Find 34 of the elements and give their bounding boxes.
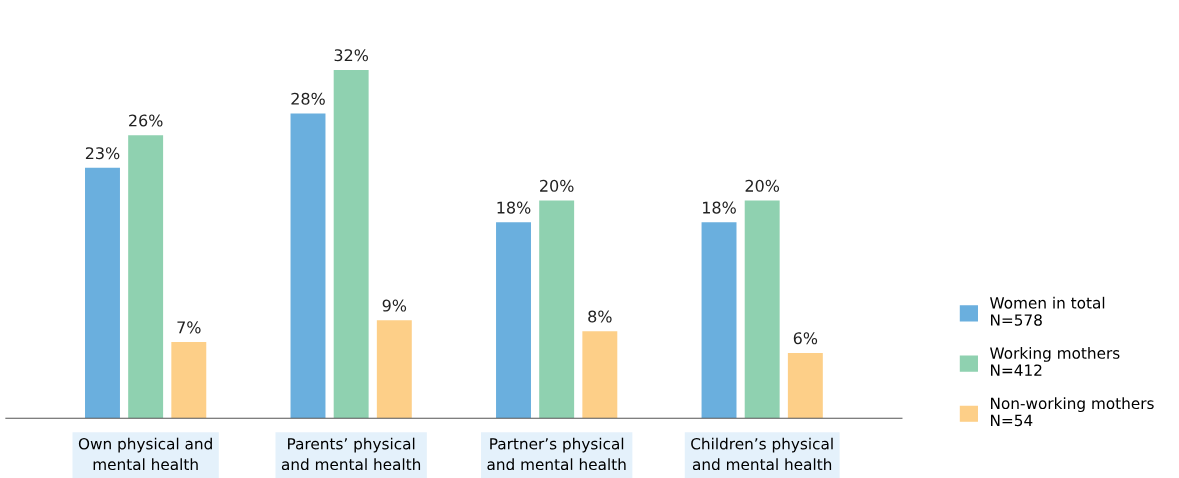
data-label: 9% bbox=[382, 299, 407, 312]
bar bbox=[333, 69, 369, 419]
data-label: 7% bbox=[177, 321, 201, 334]
bar bbox=[376, 320, 412, 419]
bar bbox=[496, 222, 531, 419]
bar bbox=[290, 113, 326, 419]
data-label: 26% bbox=[129, 114, 163, 127]
x-tick-label: Children’s physical and mental health bbox=[691, 437, 833, 471]
x-tick-label: Parents’ physical and mental health bbox=[281, 437, 421, 471]
text: N=54 bbox=[991, 414, 1033, 427]
bar bbox=[744, 200, 780, 419]
data-label: 20% bbox=[540, 179, 574, 192]
bar bbox=[128, 135, 164, 419]
bar bbox=[171, 342, 207, 419]
data-label: 23% bbox=[85, 147, 120, 160]
data-label: 6% bbox=[793, 332, 818, 345]
bar bbox=[582, 331, 618, 419]
data-label: 8% bbox=[588, 310, 612, 323]
bar bbox=[701, 222, 737, 419]
x-tick-label: Partner’s physical and mental health bbox=[487, 437, 626, 471]
bar bbox=[85, 167, 120, 419]
bar bbox=[539, 200, 575, 419]
legend-label: Working mothers bbox=[990, 347, 1120, 362]
legend-label: Non-working mothers bbox=[991, 397, 1154, 413]
data-label: 28% bbox=[291, 92, 325, 105]
text: N=578 bbox=[991, 314, 1042, 326]
data-label: 32% bbox=[334, 49, 369, 62]
data-label: 18% bbox=[497, 201, 531, 214]
data-label: 18% bbox=[703, 201, 736, 214]
data-label: 20% bbox=[745, 179, 780, 192]
x-tick-label: Own physical and mental health bbox=[78, 437, 212, 471]
text: N=412 bbox=[991, 364, 1042, 376]
legend-label: Women in total bbox=[990, 296, 1105, 309]
bar bbox=[787, 352, 823, 419]
